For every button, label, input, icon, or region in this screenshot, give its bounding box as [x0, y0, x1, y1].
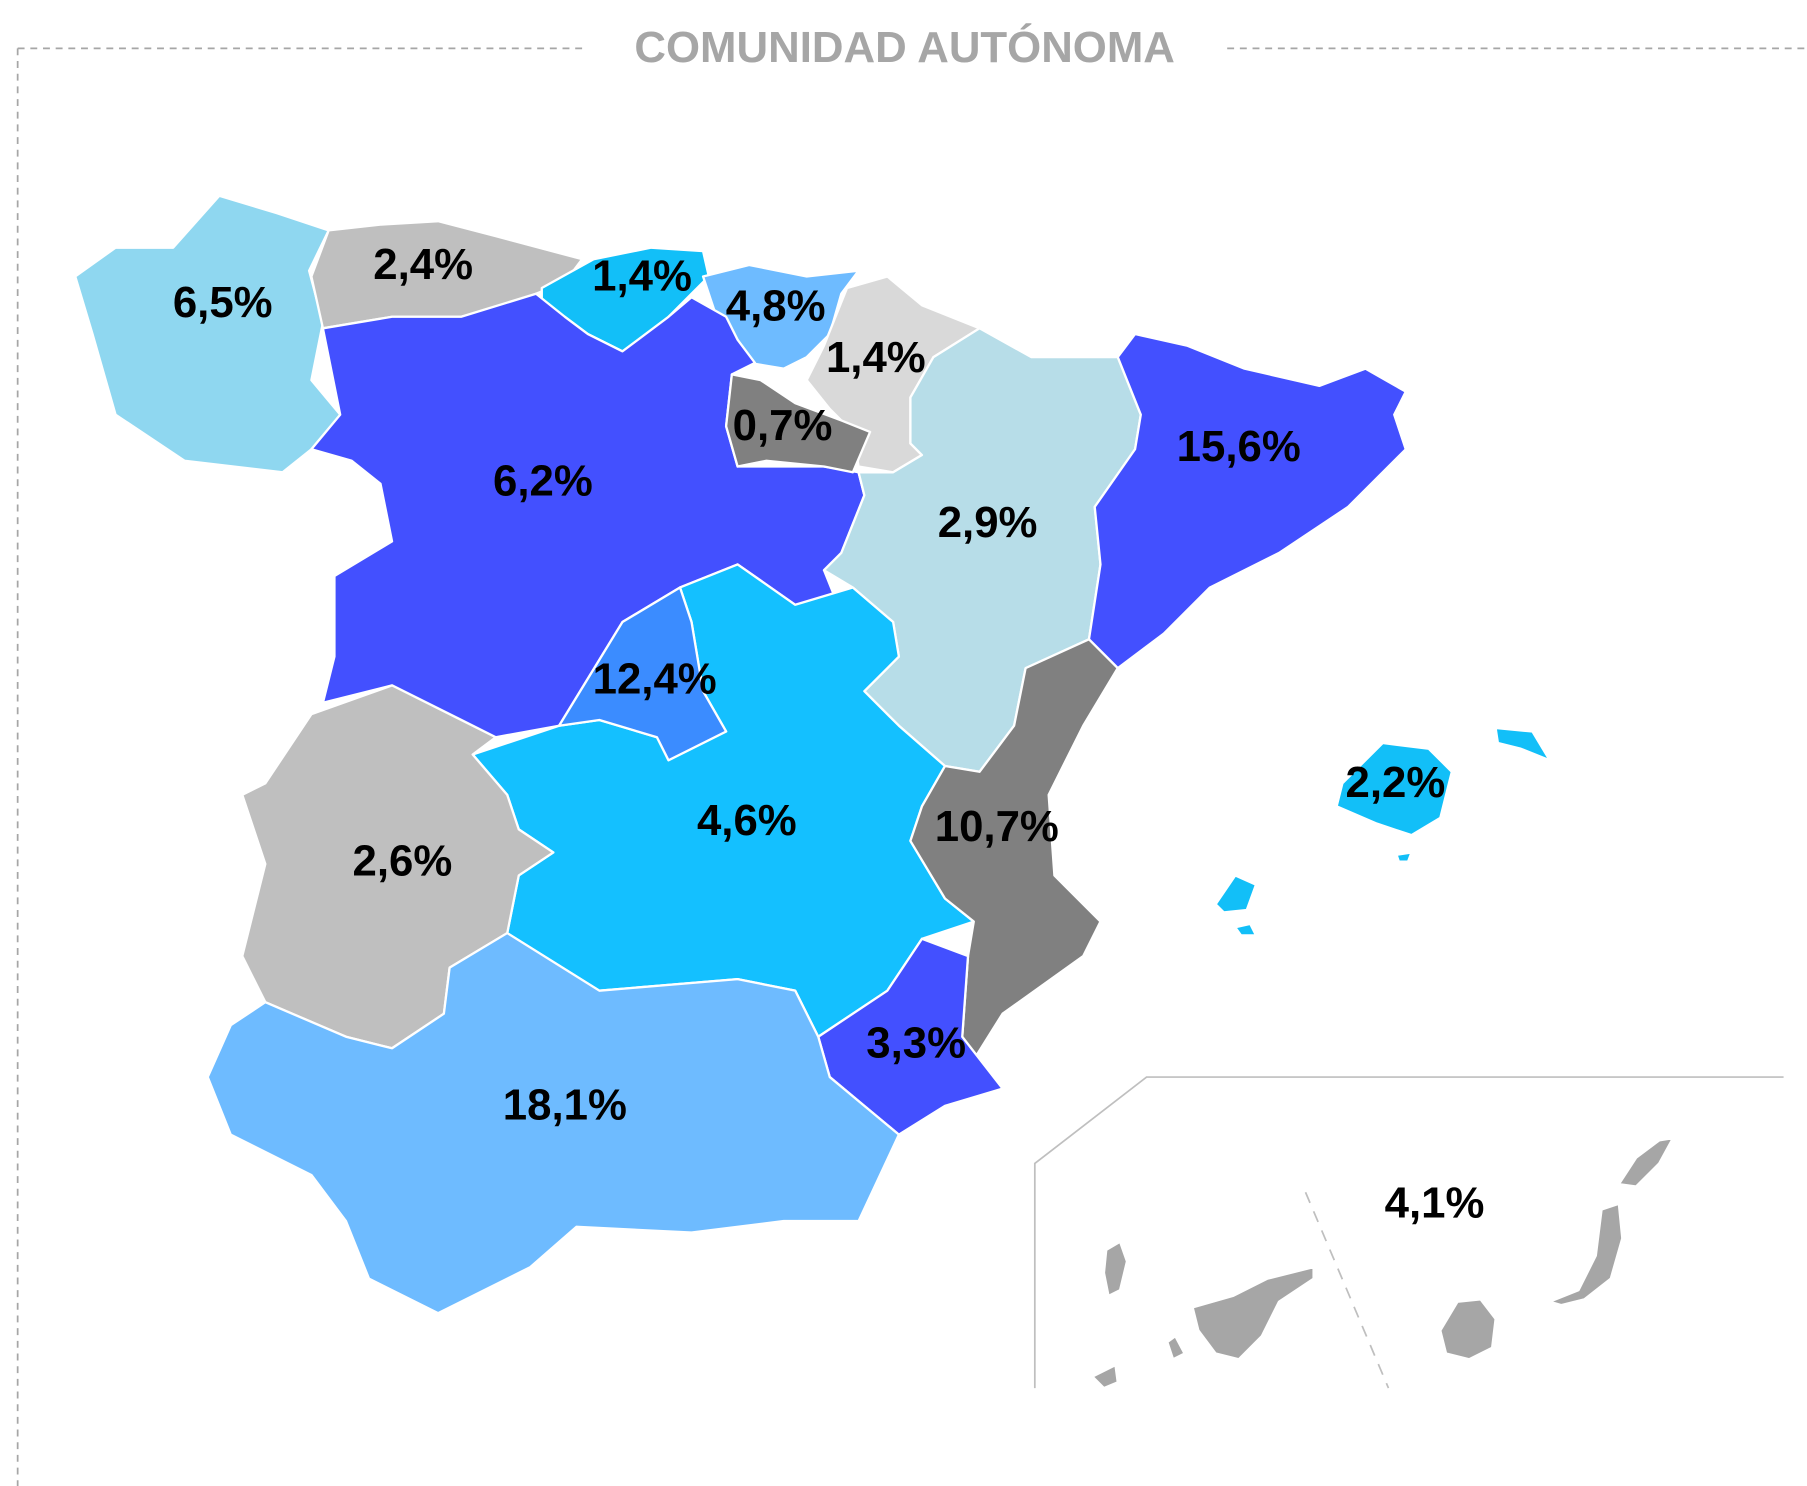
- island: [1102, 1240, 1129, 1298]
- island: [1617, 1136, 1675, 1188]
- regions: [74, 194, 1551, 1315]
- region-label: 4,6%: [697, 796, 797, 845]
- region: [1234, 922, 1258, 937]
- region-label: 10,7%: [935, 802, 1059, 851]
- region: [1087, 332, 1407, 670]
- island: [1191, 1265, 1315, 1361]
- region-label: 2,6%: [353, 837, 453, 886]
- region: [724, 373, 872, 474]
- region-label: 2,2%: [1345, 758, 1445, 807]
- island: [1166, 1335, 1186, 1361]
- region: [1395, 851, 1413, 863]
- region-label: 3,3%: [866, 1019, 966, 1068]
- region-label: 1,4%: [826, 333, 926, 382]
- region: [206, 931, 901, 1315]
- island: [1548, 1202, 1624, 1307]
- region: [74, 194, 342, 474]
- region-label: 2,9%: [938, 498, 1038, 547]
- region-label: 0,7%: [733, 401, 833, 450]
- region: [1494, 726, 1551, 762]
- region-label: 6,5%: [173, 278, 273, 327]
- region-label: 2,4%: [373, 240, 473, 289]
- region-label: 6,2%: [493, 456, 593, 505]
- region: [1214, 874, 1258, 914]
- inset-frame: [1033, 1076, 1784, 1389]
- region-label: 4,8%: [726, 281, 826, 330]
- region: [557, 586, 728, 762]
- region-label: 4,1%: [1385, 1179, 1485, 1228]
- title: COMUNIDAD AUTÓNOMA: [634, 22, 1175, 72]
- region-label: 15,6%: [1177, 422, 1301, 471]
- frame: [16, 47, 1807, 1486]
- region: [1335, 741, 1453, 837]
- region-label: 1,4%: [592, 251, 692, 300]
- island: [1439, 1298, 1497, 1361]
- region-label: 12,4%: [593, 655, 717, 704]
- labels: 6,5% 2,4% 1,4% 4,8% 1,4% 0,7% 6,2% 2,9% …: [173, 240, 1485, 1228]
- inset-divider: [1304, 1191, 1390, 1389]
- island: [1091, 1363, 1119, 1390]
- region-label: 18,1%: [503, 1081, 627, 1130]
- canary-inset: [1033, 1076, 1784, 1390]
